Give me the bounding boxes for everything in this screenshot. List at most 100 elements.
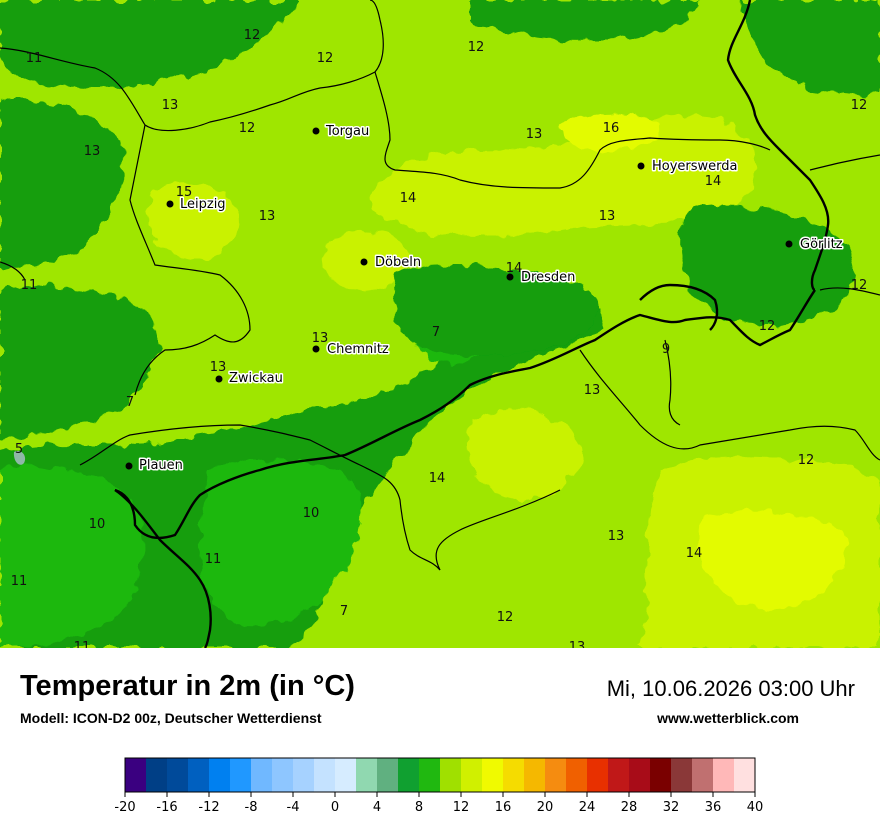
legend-swatch bbox=[230, 758, 252, 792]
legend-swatch bbox=[146, 758, 168, 792]
legend-tick-label: -12 bbox=[198, 800, 219, 815]
color-legend: -20 -16 -12 -8 -4 0 4 8 12 16 20 24 28 32 36 40 bbox=[114, 757, 763, 815]
city-label: Zwickau bbox=[229, 371, 283, 386]
legend-swatches bbox=[125, 758, 756, 792]
value-label: 13 bbox=[162, 98, 179, 113]
value-label: 5 bbox=[15, 442, 23, 457]
forecast-datetime: Mi, 10.06.2026 03:00 Uhr bbox=[606, 676, 855, 701]
legend-swatch bbox=[398, 758, 420, 792]
value-label: 14 bbox=[705, 174, 722, 189]
temperature-field bbox=[0, 0, 880, 648]
legend-swatch bbox=[671, 758, 693, 792]
border-far-west bbox=[0, 261, 26, 281]
value-label: 12 bbox=[317, 51, 334, 66]
legend-tick-label: -20 bbox=[114, 800, 135, 815]
value-label: 7 bbox=[432, 325, 440, 340]
value-label: 12 bbox=[239, 121, 256, 136]
legend-swatch bbox=[482, 758, 504, 792]
legend-swatch bbox=[419, 758, 441, 792]
zone-9-northwest bbox=[0, 99, 125, 269]
value-label: 11 bbox=[205, 552, 222, 567]
legend-swatch bbox=[566, 758, 588, 792]
value-label: 12 bbox=[497, 610, 514, 625]
city-label: Plauen bbox=[139, 458, 183, 473]
legend-tick-label: 12 bbox=[453, 800, 470, 815]
city-dot bbox=[312, 127, 320, 135]
border-czech-east-loop bbox=[639, 283, 719, 331]
value-label: 11 bbox=[21, 278, 38, 293]
value-label: 13 bbox=[84, 144, 101, 159]
zone-7-chemnitz-south bbox=[198, 458, 361, 626]
legend-ticks: -20 -16 -12 -8 -4 0 4 8 12 16 20 24 28 32 36 40 bbox=[114, 792, 763, 815]
zone-7-vogtland bbox=[0, 466, 144, 648]
city-dot bbox=[360, 258, 368, 266]
legend-swatch bbox=[377, 758, 399, 792]
city-torgau: Torgau bbox=[312, 123, 371, 141]
value-label: 10 bbox=[303, 506, 320, 521]
legend-swatch bbox=[272, 758, 294, 792]
zone-9-central bbox=[391, 265, 598, 356]
value-label: 14 bbox=[686, 546, 703, 561]
zone-9-north bbox=[470, 0, 700, 41]
legend-tick-label: 28 bbox=[621, 800, 638, 815]
legend-swatch bbox=[692, 758, 714, 792]
border-czech-southwest bbox=[114, 489, 212, 648]
value-label: 12 bbox=[798, 453, 815, 468]
city-dot bbox=[637, 162, 645, 170]
footer: Temperatur in 2m (in °C) Modell: ICON-D2… bbox=[0, 648, 880, 830]
value-label: 13 bbox=[526, 127, 543, 142]
legend-swatch bbox=[650, 758, 672, 792]
legend-swatch bbox=[293, 758, 315, 792]
legend-swatch bbox=[209, 758, 231, 792]
value-label: 7 bbox=[126, 395, 134, 410]
border-leipzig-east bbox=[129, 124, 251, 396]
zone-9-west bbox=[0, 285, 158, 440]
legend-swatch bbox=[734, 758, 756, 792]
water-body bbox=[13, 450, 26, 465]
value-label: 14 bbox=[506, 261, 523, 276]
value-label: 12 bbox=[851, 98, 868, 113]
city-leipzig: Leipzig bbox=[166, 196, 227, 214]
legend-swatch bbox=[251, 758, 273, 792]
legend-swatch bbox=[335, 758, 357, 792]
border-poland bbox=[726, 0, 830, 292]
district-borders bbox=[0, 0, 880, 571]
value-label: 10 bbox=[89, 517, 106, 532]
city-label: Döbeln bbox=[375, 255, 421, 270]
value-label: 9 bbox=[662, 342, 670, 357]
city-doebeln: Döbeln bbox=[360, 254, 423, 272]
legend-swatch bbox=[356, 758, 378, 792]
border-southeast-district bbox=[579, 349, 880, 461]
legend-swatch bbox=[503, 758, 525, 792]
border-sachsen-ost bbox=[664, 339, 681, 426]
city-label: Görlitz bbox=[800, 237, 843, 252]
value-label: 12 bbox=[851, 278, 868, 293]
city-plauen: Plauen bbox=[125, 457, 184, 475]
state-borders bbox=[114, 0, 830, 648]
city-dot bbox=[125, 462, 133, 470]
value-label: 14 bbox=[429, 471, 446, 486]
legend-swatch bbox=[713, 758, 735, 792]
value-label: 13 bbox=[569, 640, 586, 648]
value-label: 11 bbox=[11, 574, 28, 589]
value-label: 13 bbox=[210, 360, 227, 375]
legend-swatch bbox=[188, 758, 210, 792]
legend-swatch bbox=[524, 758, 546, 792]
legend-tick-label: -8 bbox=[245, 800, 258, 815]
value-label: 13 bbox=[259, 209, 276, 224]
city-label: Torgau bbox=[325, 124, 369, 139]
legend-swatch bbox=[125, 758, 147, 792]
value-label: 13 bbox=[584, 383, 601, 398]
border-torgau-south bbox=[374, 71, 771, 189]
zone-9-east bbox=[740, 0, 880, 97]
zone-9-north-west-inner bbox=[0, 0, 300, 88]
zone-15-southeast bbox=[698, 511, 847, 610]
city-label: Leipzig bbox=[180, 197, 226, 212]
legend-tick-label: 32 bbox=[663, 800, 680, 815]
city-dot bbox=[215, 375, 223, 383]
legend-tick-label: 20 bbox=[537, 800, 554, 815]
legend-tick-label: 8 bbox=[415, 800, 423, 815]
value-label: 12 bbox=[759, 319, 776, 334]
legend-tick-label: 16 bbox=[495, 800, 512, 815]
legend-swatch bbox=[608, 758, 630, 792]
